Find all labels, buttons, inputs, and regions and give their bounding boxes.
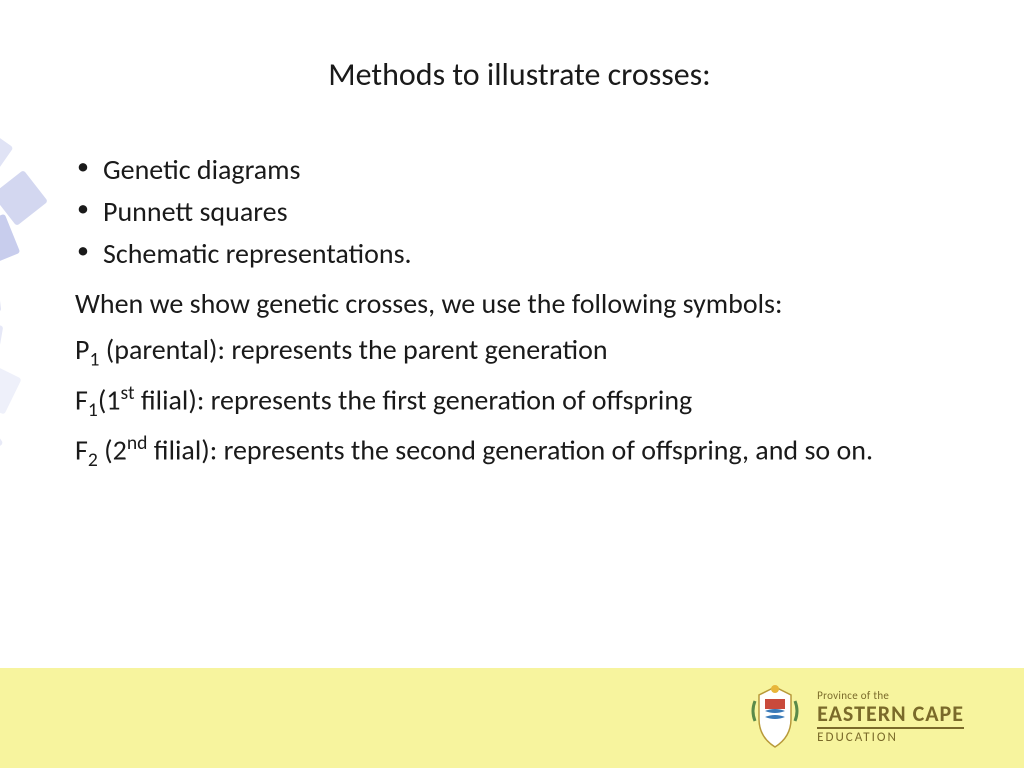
definition-line: P1 (parental): represents the parent gen… [75,329,964,375]
bullet-item: Genetic diagrams [75,149,964,191]
definition-line: F2 (2nd filial): represents the second g… [75,429,964,475]
footer-department: EDUCATION [817,731,964,745]
definition-line: F1(1st filial): represents the first gen… [75,379,964,425]
footer-text: Province of the EASTERN CAPE EDUCATION [817,690,964,746]
crest-icon [747,683,803,753]
slide-content: Methods to illustrate crosses: Genetic d… [0,0,1024,476]
bullet-list: Genetic diagramsPunnett squaresSchematic… [75,149,964,275]
slide-title: Methods to illustrate crosses: [75,55,964,94]
footer-province-name: EASTERN CAPE [817,702,964,729]
definition-lines: P1 (parental): represents the parent gen… [75,329,964,476]
bullet-item: Schematic representations. [75,233,964,275]
intro-paragraph: When we show genetic crosses, we use the… [75,283,964,325]
footer-banner: Province of the EASTERN CAPE EDUCATION [0,668,1024,768]
bullet-item: Punnett squares [75,191,964,233]
